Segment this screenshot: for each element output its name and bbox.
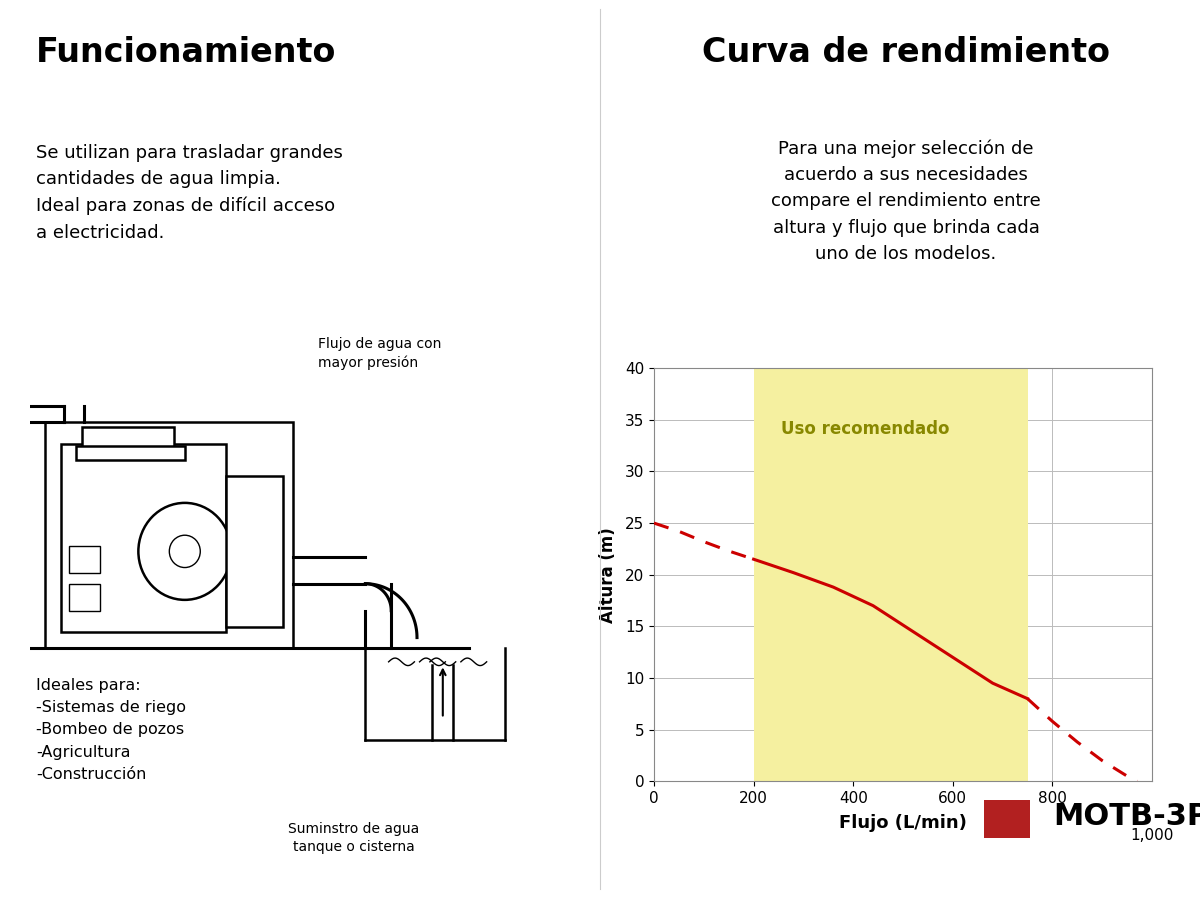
Text: Flujo de agua con
mayor presión: Flujo de agua con mayor presión: [318, 337, 442, 370]
Bar: [226, 476, 283, 627]
X-axis label: Flujo (L/min): Flujo (L/min): [839, 814, 967, 832]
Bar: [754, 368, 1027, 781]
Y-axis label: Altura (m): Altura (m): [599, 527, 617, 622]
Text: Ideales para:
-Sistemas de riego
-Bombeo de pozos
-Agricultura
-Construcción: Ideales para: -Sistemas de riego -Bombeo…: [36, 678, 186, 782]
Text: Funcionamiento: Funcionamiento: [36, 36, 336, 69]
Bar: [61, 444, 226, 632]
Circle shape: [169, 535, 200, 568]
Text: Suminstro de agua
tanque o cisterna: Suminstro de agua tanque o cisterna: [288, 822, 420, 854]
Text: Uso recomendado: Uso recomendado: [781, 419, 949, 438]
Bar: [68, 546, 100, 573]
Bar: [68, 584, 100, 611]
Text: Curva de rendimiento: Curva de rendimiento: [702, 36, 1110, 69]
Text: Para una mejor selección de
acuerdo a sus necesidades
compare el rendimiento ent: Para una mejor selección de acuerdo a su…: [772, 139, 1040, 263]
Bar: [77, 446, 185, 460]
Bar: [46, 422, 293, 648]
Text: MOTB-3P: MOTB-3P: [1054, 802, 1200, 831]
Circle shape: [138, 503, 232, 600]
Bar: [82, 427, 174, 449]
Text: 1,000: 1,000: [1130, 828, 1174, 842]
Text: Se utilizan para trasladar grandes
cantidades de agua limpia.
Ideal para zonas d: Se utilizan para trasladar grandes canti…: [36, 144, 343, 242]
